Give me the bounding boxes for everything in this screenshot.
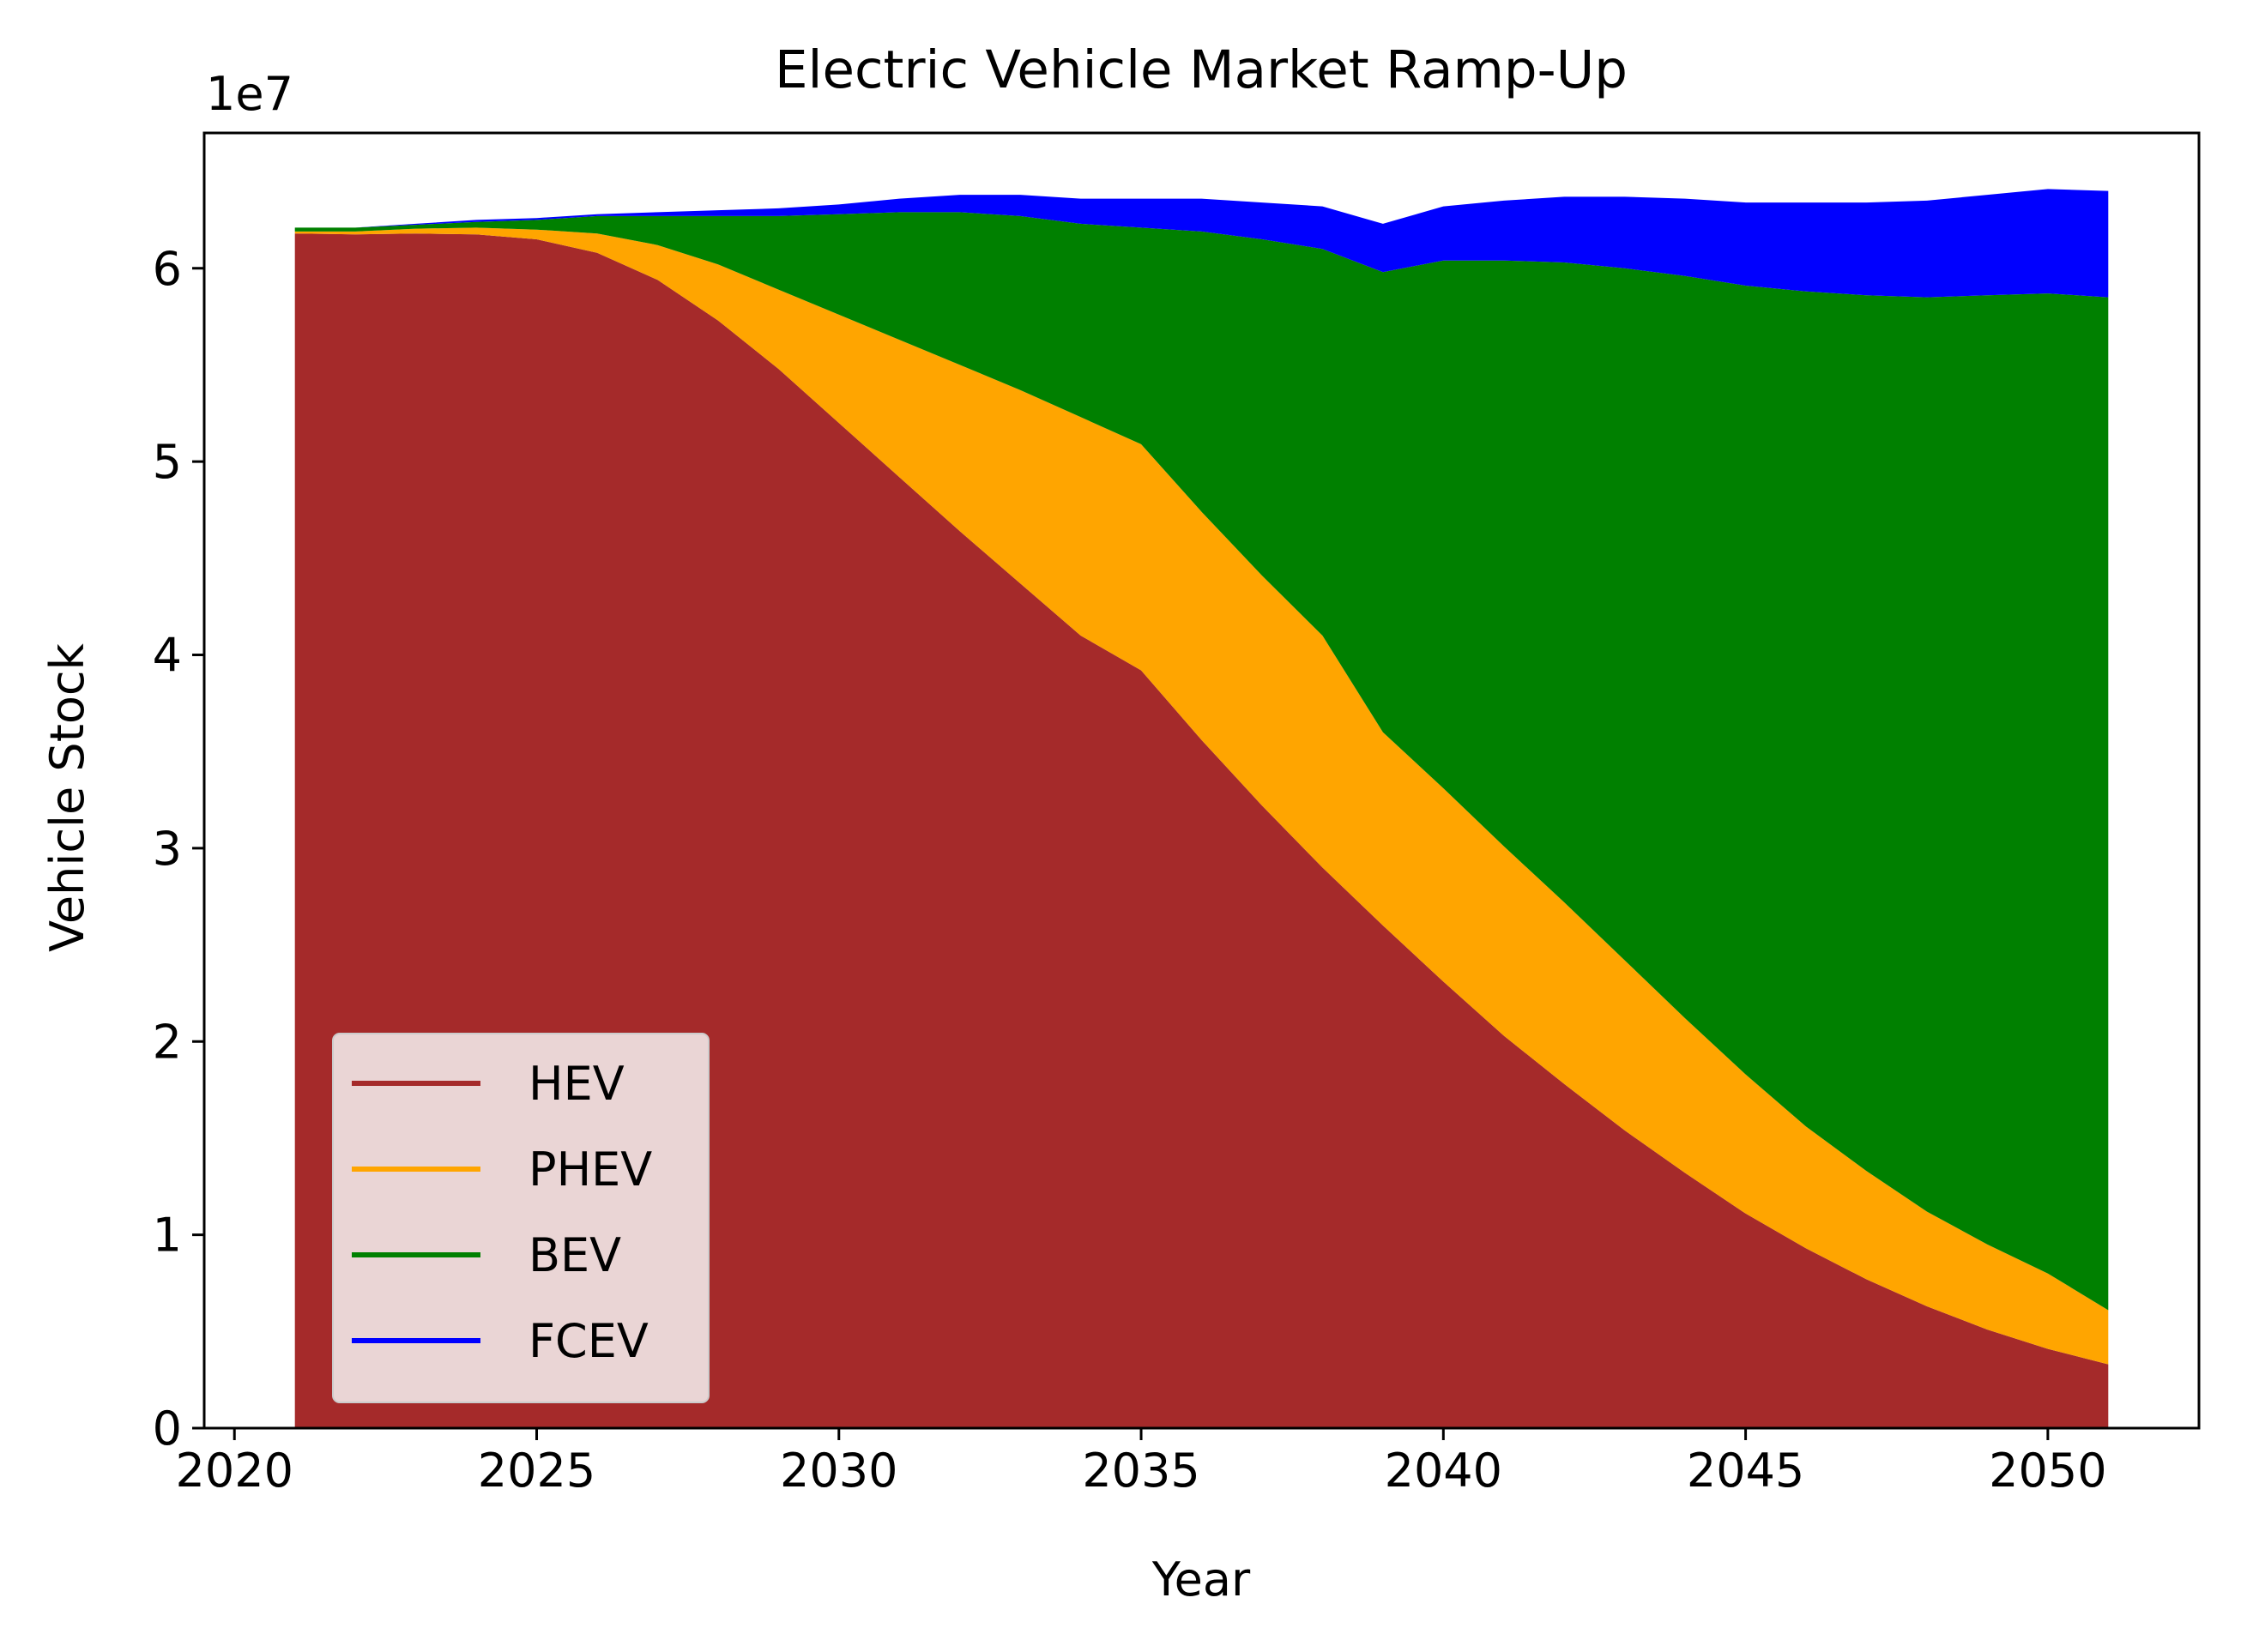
y-axis-ticks: 0 1 2 3 4 5 6 <box>153 242 204 1456</box>
y-tick-label: 0 <box>153 1402 182 1456</box>
x-tick-label: 2025 <box>478 1444 595 1498</box>
x-tick-label: 2035 <box>1082 1444 1199 1498</box>
x-axis-label: Year <box>1151 1553 1251 1607</box>
area-series-group <box>294 189 2109 1429</box>
y-tick-label: 3 <box>153 822 182 876</box>
y-tick-label: 6 <box>153 242 182 296</box>
x-tick-label: 2050 <box>1989 1444 2106 1498</box>
legend-label-bev: BEV <box>529 1228 621 1282</box>
legend-label-fcev: FCEV <box>529 1314 649 1368</box>
plot-frame <box>202 131 2201 1430</box>
x-tick-label: 2030 <box>780 1444 897 1498</box>
area-hev <box>294 233 2109 1429</box>
x-tick-label: 2020 <box>176 1444 293 1498</box>
x-tick-label: 2045 <box>1687 1444 1804 1498</box>
legend-box <box>332 1033 710 1403</box>
legend-label-hev: HEV <box>529 1057 625 1111</box>
y-tick-label: 5 <box>153 435 182 489</box>
y-tick-label: 4 <box>153 629 182 683</box>
y-axis-offset-label: 1e7 <box>206 67 293 121</box>
y-tick-label: 2 <box>153 1015 182 1069</box>
legend: HEV PHEV BEV FCEV <box>332 1033 710 1403</box>
area-bev <box>294 212 2109 1311</box>
legend-label-phev: PHEV <box>529 1143 652 1197</box>
y-tick-label: 1 <box>153 1209 182 1263</box>
x-tick-label: 2040 <box>1385 1444 1502 1498</box>
chart-title: Electric Vehicle Market Ramp-Up <box>775 39 1628 100</box>
area-phev <box>294 227 2109 1365</box>
x-axis-ticks: 2020 2025 2030 2035 2040 2045 2050 <box>176 1428 2107 1498</box>
y-axis-label: Vehicle Stock <box>40 642 94 951</box>
area-fcev <box>294 189 2109 298</box>
